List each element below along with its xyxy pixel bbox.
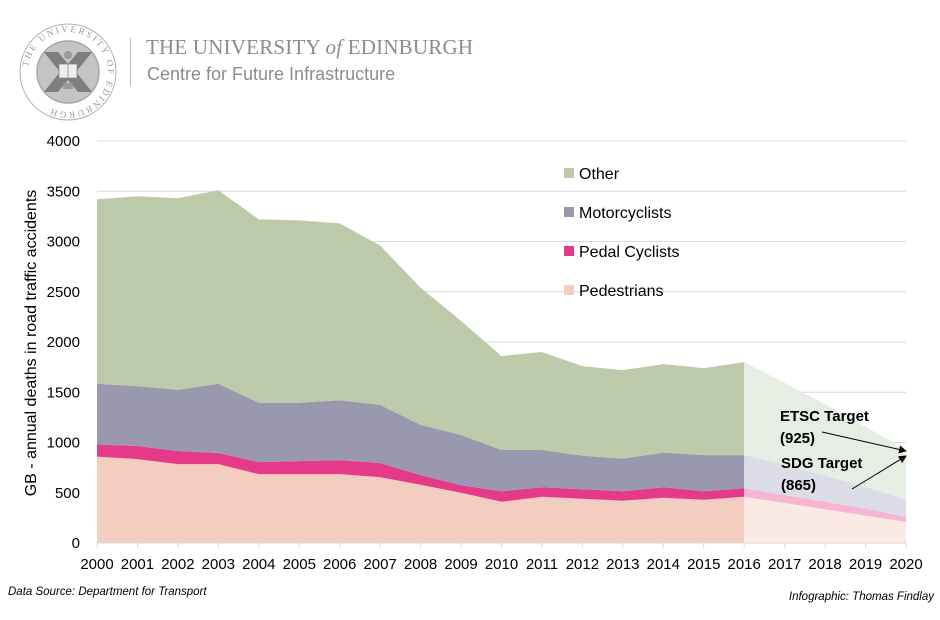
x-tick-label: 2016 — [728, 556, 761, 573]
legend-label: Other — [579, 166, 620, 183]
legend-label: Pedal Cyclists — [579, 244, 679, 261]
y-tick-label: 2500 — [47, 284, 80, 301]
x-tick-label: 2008 — [404, 556, 437, 573]
annotation-arrow — [821, 431, 907, 454]
x-tick-label: 2004 — [242, 556, 275, 573]
y-axis: 0 500 1000 1500 2000 2500 3000 3500 4000 — [47, 133, 80, 552]
y-tick-label: 0 — [72, 535, 80, 552]
x-tick-label: 2011 — [526, 556, 558, 573]
y-tick-label: 4000 — [47, 133, 80, 150]
area-other — [97, 190, 745, 459]
x-tick-label: 2013 — [606, 556, 639, 573]
area-pedestrians-projected — [744, 496, 906, 543]
x-axis: 2000 2001 2002 2003 2004 2005 2006 2007 2008 2009… — [80, 542, 923, 573]
annotation-label: ETSC Target — [780, 408, 869, 425]
legend: Other Motorcyclists Pedal Cyclists Pedestri… — [564, 166, 679, 300]
annotation-etsc-target: ETSC Target (925) — [780, 408, 907, 454]
legend-swatch — [564, 168, 574, 178]
x-tick-label: 2007 — [363, 556, 396, 573]
x-tick-label: 2010 — [485, 556, 518, 573]
x-tick-label: 2014 — [647, 556, 680, 573]
legend-item-other: Other — [564, 166, 620, 183]
y-tick-label: 1500 — [47, 384, 80, 401]
legend-item-pedestrians: Pedestrians — [564, 283, 664, 300]
university-name-prefix: THE UNIVERSITY — [146, 35, 326, 59]
x-tick-label: 2020 — [889, 556, 922, 573]
legend-swatch — [564, 246, 574, 256]
legend-swatch — [564, 285, 574, 295]
annotation-value: (865) — [781, 477, 816, 494]
legend-swatch — [564, 207, 574, 217]
area-pedal-cyclists — [97, 444, 745, 502]
logo-divider — [130, 38, 131, 86]
x-tick-label: 2017 — [768, 556, 801, 573]
legend-label: Pedestrians — [579, 283, 664, 300]
area-motorcyclists — [97, 383, 745, 492]
y-tick-label: 500 — [55, 485, 80, 502]
x-tick-label: 2002 — [161, 556, 194, 573]
x-tick-label: 2003 — [202, 556, 235, 573]
area-other-projected — [744, 362, 906, 500]
y-tick-label: 3000 — [47, 234, 80, 251]
annotation-arrow — [851, 455, 907, 490]
legend-label: Motorcyclists — [579, 205, 671, 222]
annotation-label: SDG Target — [781, 455, 862, 472]
x-tick-label: 2015 — [687, 556, 720, 573]
legend-item-pedal-cyclists: Pedal Cyclists — [564, 244, 679, 261]
area-pedal-cyclists-projected — [744, 488, 906, 522]
x-tick-label: 2006 — [323, 556, 356, 573]
university-name-of: of — [325, 35, 343, 59]
area-pedestrians — [97, 456, 745, 543]
y-tick-label: 2000 — [47, 334, 80, 351]
y-tick-label: 3500 — [47, 183, 80, 200]
y-tick-label: 1000 — [47, 435, 80, 452]
annotation-sdg-target: SDG Target (865) — [781, 455, 907, 494]
university-name-suffix: EDINBURGH — [342, 35, 474, 59]
target-annotations: ETSC Target (925) SDG Target (865) — [780, 408, 907, 494]
university-crest-logo: THE UNIVERSITY OF EDINBURGH — [19, 23, 117, 121]
x-tick-label: 2019 — [849, 556, 882, 573]
x-tick-label: 2001 — [121, 556, 154, 573]
legend-item-motorcyclists: Motorcyclists — [564, 205, 671, 222]
x-tick-label: 2018 — [808, 556, 841, 573]
x-tick-label: 2012 — [566, 556, 599, 573]
area-motorcyclists-projected — [744, 455, 906, 517]
x-tick-label: 2000 — [80, 556, 113, 573]
university-name: THE UNIVERSITY of EDINBURGH — [146, 35, 473, 60]
x-tick-label: 2009 — [444, 556, 477, 573]
infographic-credit: Infographic: Thomas Findlay — [788, 591, 934, 603]
x-tick-label: 2005 — [283, 556, 316, 573]
centre-name: Centre for Future Infrastructure — [147, 64, 396, 84]
data-source-note: Data Source: Department for Transport — [8, 586, 207, 598]
annotation-value: (925) — [780, 430, 815, 447]
y-axis-label: GB - annual deaths in road traffic accid… — [23, 190, 40, 497]
area-series — [97, 190, 906, 543]
